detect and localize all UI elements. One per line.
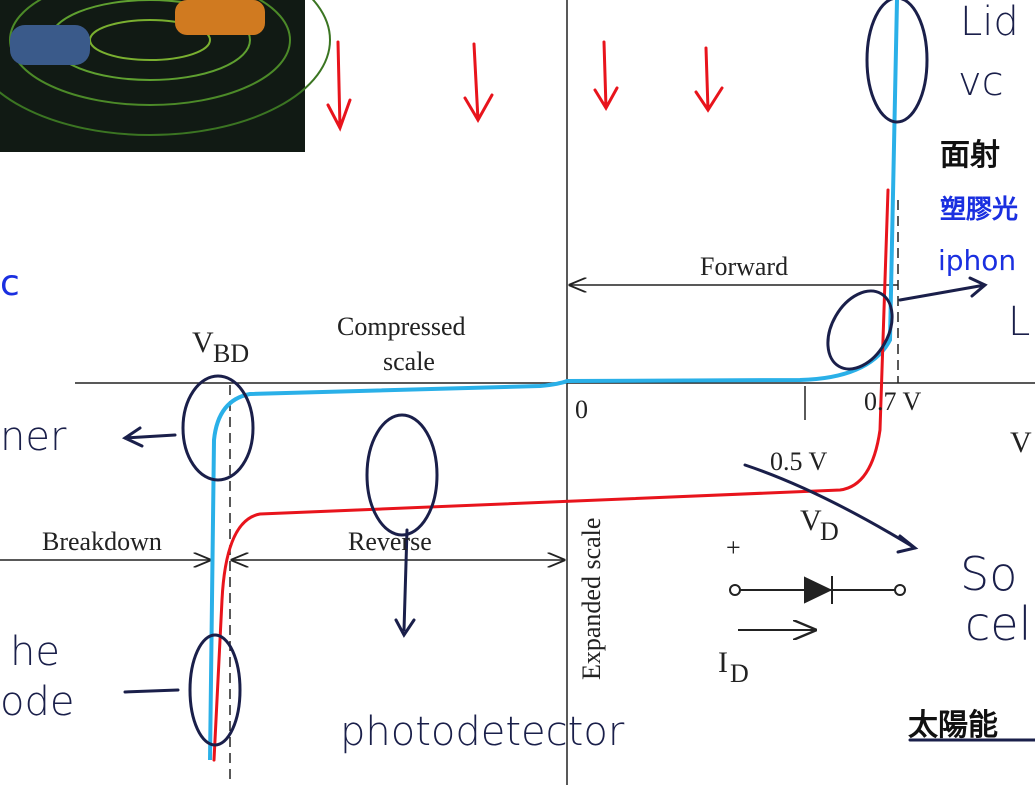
- label: BD: [213, 339, 249, 368]
- label: scale: [383, 347, 435, 376]
- red-curve: [212, 188, 890, 762]
- label: D: [730, 659, 749, 688]
- hand-text: cel: [965, 597, 1031, 651]
- red-arrows: [326, 40, 724, 132]
- blue-text: 塑膠光: [940, 195, 1018, 225]
- label: V: [1010, 426, 1032, 459]
- hand-text: he: [10, 629, 60, 675]
- label: +: [726, 533, 741, 562]
- blue-text: c: [0, 263, 20, 304]
- label: 0.7 V: [864, 387, 922, 416]
- blue-curve: [208, 0, 899, 761]
- label: I: [718, 646, 728, 679]
- hand-marks: [121, 0, 1035, 747]
- label: Forward: [700, 252, 788, 281]
- label: D: [820, 517, 839, 546]
- diode-symbol: [729, 576, 906, 630]
- heading: 面射: [940, 138, 1000, 173]
- label: V: [800, 504, 822, 537]
- hand-text: L: [1008, 299, 1030, 345]
- lidar-image: [0, 0, 331, 152]
- label: 0.5 V: [770, 447, 828, 476]
- hand-text: So: [960, 547, 1017, 601]
- label: 0: [575, 395, 588, 424]
- hand-text: Lid: [960, 0, 1019, 45]
- label: Expanded scale: [577, 518, 606, 680]
- label: V: [192, 326, 214, 359]
- hand-text: photodetector: [340, 709, 625, 755]
- hand-text: vc: [958, 59, 1004, 105]
- label: Reverse: [348, 527, 432, 556]
- hand-text: ode: [0, 679, 74, 725]
- heading: 太陽能: [908, 708, 998, 743]
- label: Breakdown: [42, 527, 162, 556]
- hand-text: ner: [0, 414, 67, 460]
- label: Compressed: [337, 312, 466, 341]
- blue-text: iphon: [938, 244, 1016, 277]
